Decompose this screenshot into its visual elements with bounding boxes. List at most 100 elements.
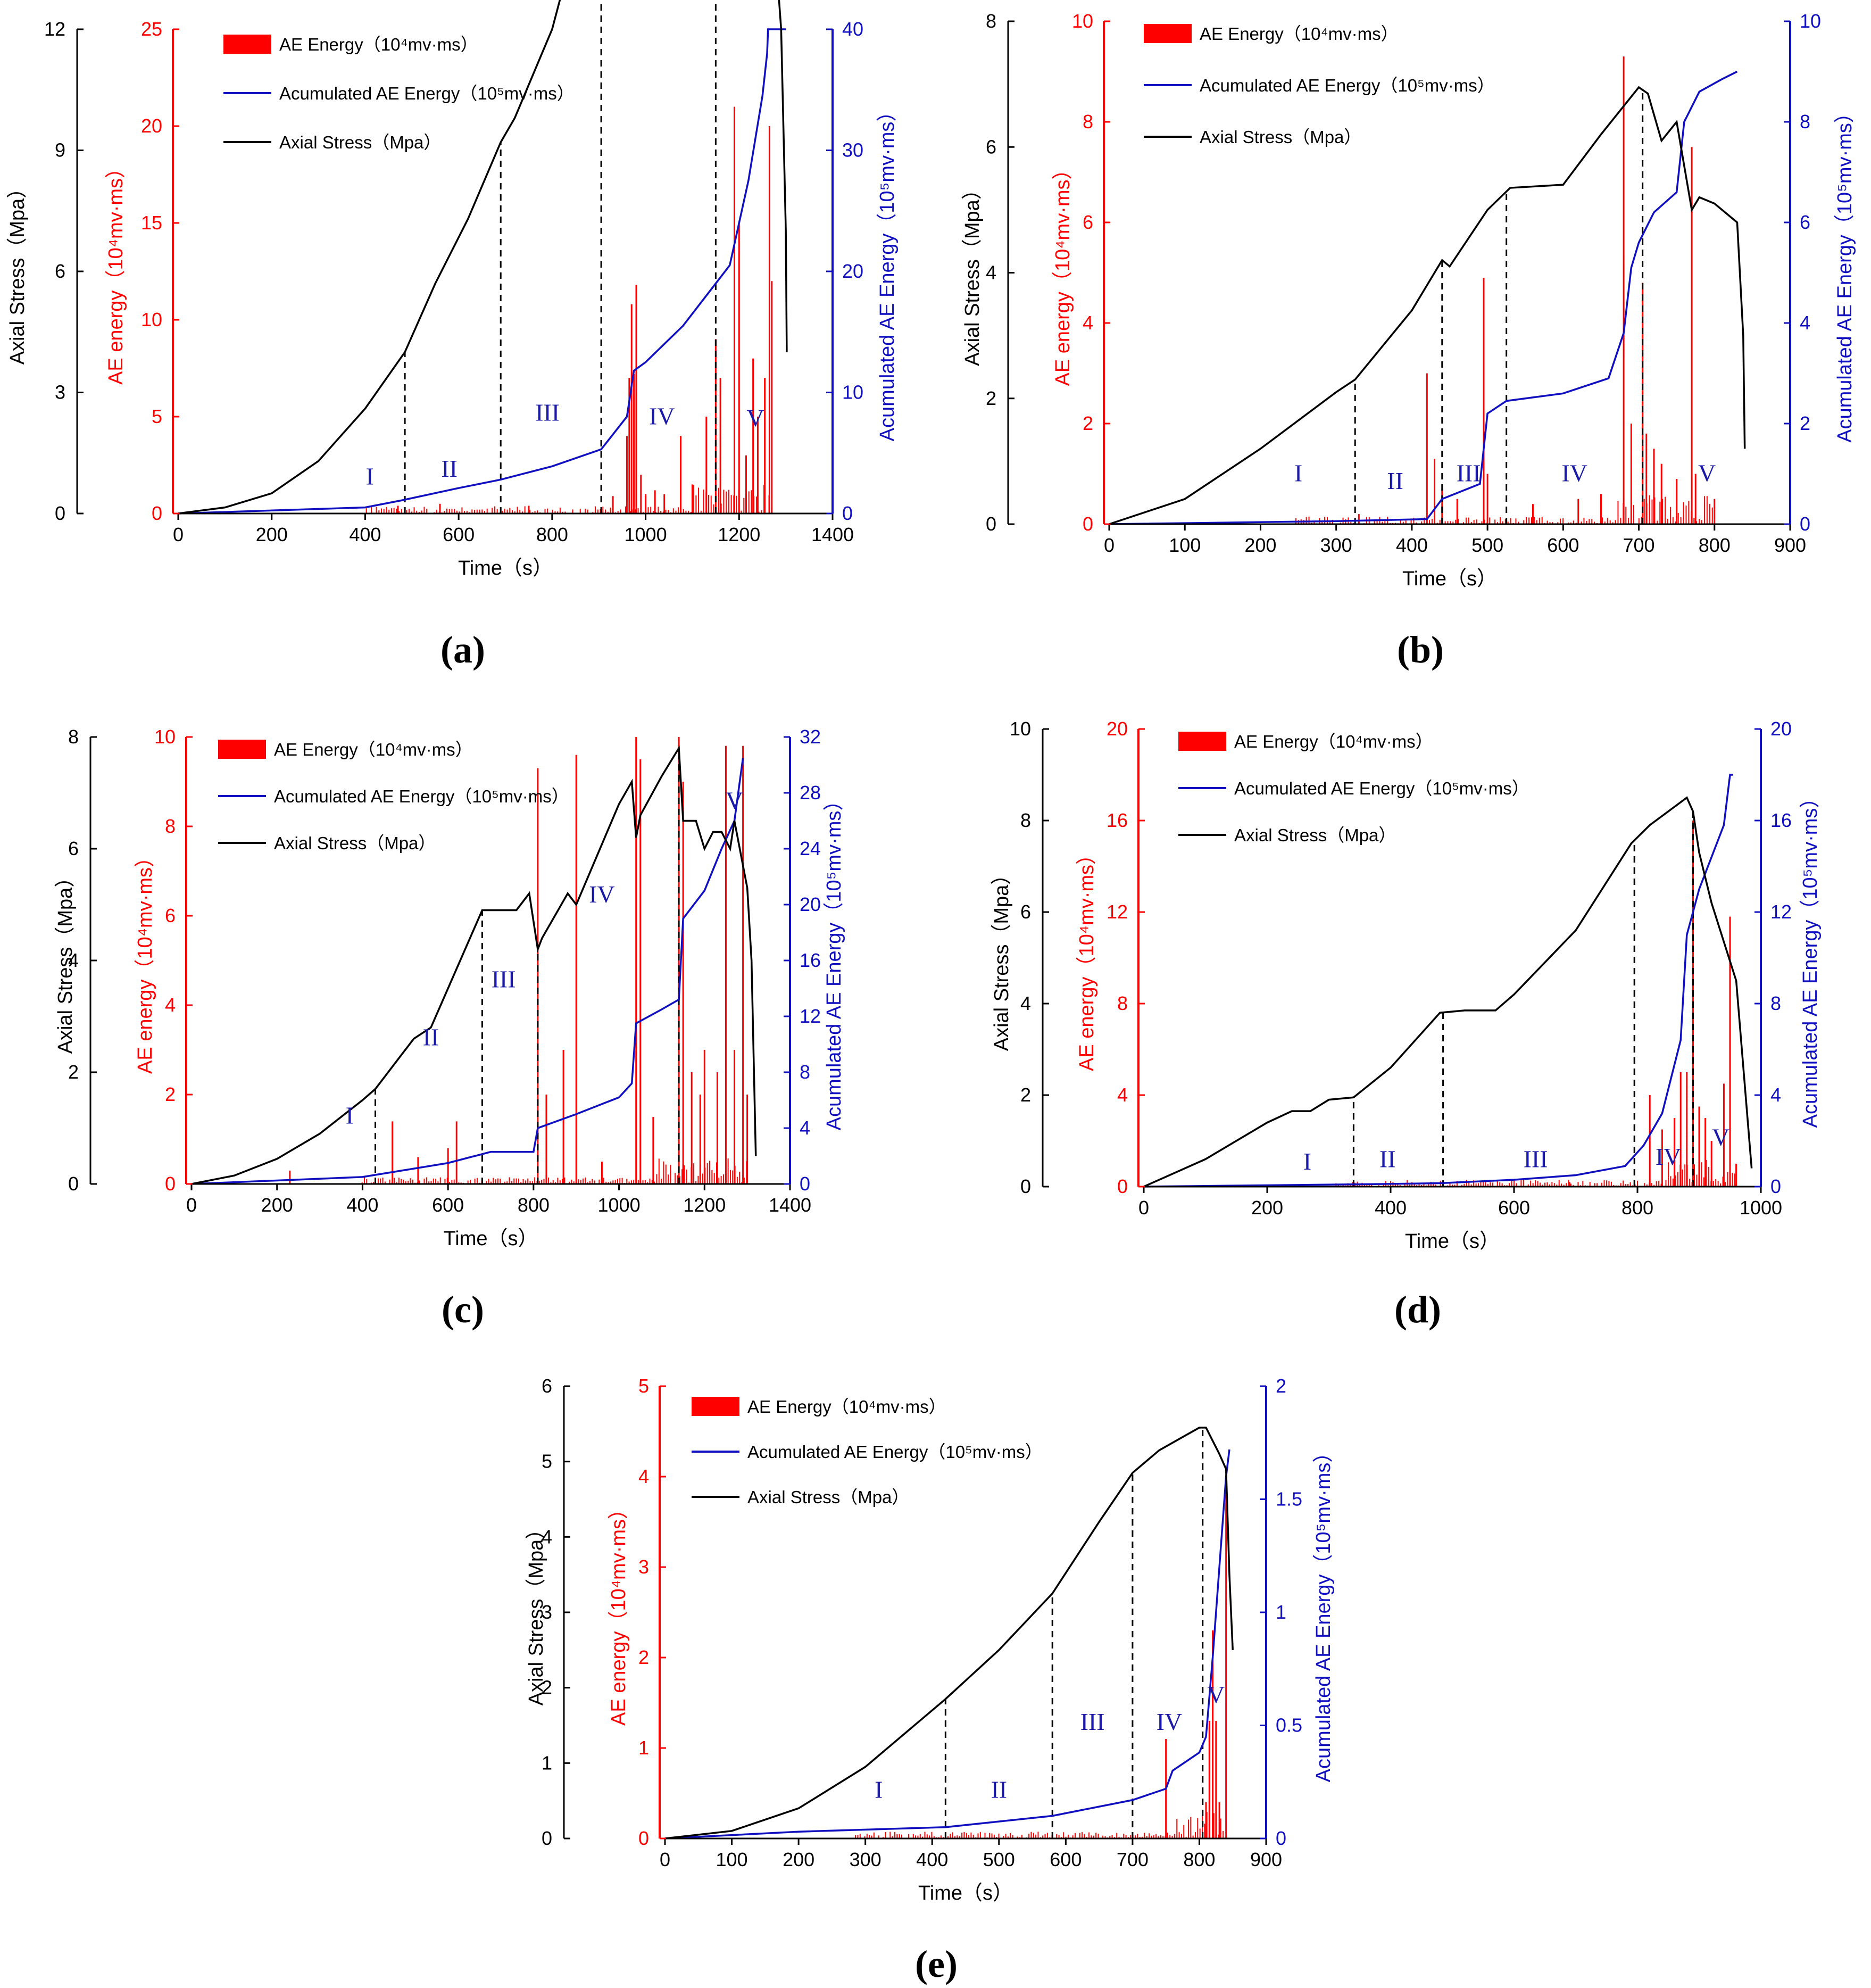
acc-tick-label: 0 — [1770, 1175, 1781, 1197]
acc-tick-label: 4 — [1800, 312, 1810, 334]
acc-axis-title: Acumulated AE Energy（10⁵mv·ms） — [823, 791, 845, 1131]
stage-label: I — [1303, 1148, 1311, 1175]
x-tick-label: 700 — [1623, 534, 1655, 556]
panel-caption: (e) — [915, 1943, 958, 1985]
x-tick-label: 800 — [1183, 1849, 1215, 1870]
stage-label: II — [991, 1776, 1007, 1803]
x-tick-label: 0 — [186, 1194, 197, 1216]
stage-label: II — [441, 455, 458, 482]
acc-axis-title: Acumulated AE Energy（10⁵mv·ms） — [1834, 103, 1856, 443]
x-tick-label: 800 — [536, 524, 568, 545]
ae-tick-label: 0 — [152, 502, 162, 524]
ae-energy-series — [1568, 821, 1737, 1187]
legend-label-ae: AE Energy（10⁴mv·ms） — [1200, 24, 1399, 44]
stage-label: V — [1207, 1681, 1225, 1708]
ae-energy-series — [1358, 56, 1716, 524]
stage-label: IV — [1561, 460, 1587, 487]
legend-label-acc: Acumulated AE Energy（10⁵mv·ms） — [1200, 76, 1495, 95]
stage-label: IV — [649, 403, 675, 430]
x-tick-label: 100 — [716, 1849, 748, 1870]
ae-tick-label: 10 — [141, 309, 162, 330]
x-axis-title: Time（s） — [443, 1228, 538, 1250]
stress-tick-label: 8 — [1020, 809, 1031, 831]
ae-tick-label: 2 — [1083, 412, 1093, 434]
panel-caption: (c) — [442, 1288, 484, 1331]
chart-panel-1: 0 200 400 600 800 1000 1200 1400036912051015202… — [6, 0, 899, 671]
stress-tick-label: 6 — [68, 838, 79, 859]
stress-tick-label: 6 — [986, 136, 996, 158]
x-tick-label: 900 — [1774, 534, 1806, 556]
ae-tick-label: 4 — [165, 994, 176, 1016]
stage-label: IV — [1157, 1708, 1183, 1735]
x-tick-label: 800 — [1621, 1197, 1653, 1219]
stress-tick-label: 1 — [542, 1752, 552, 1774]
ae-tick-label: 8 — [1083, 111, 1093, 132]
x-tick-label: 200 — [256, 524, 288, 545]
acc-tick-label: 2 — [1276, 1375, 1286, 1397]
legend-label-stress: Axial Stress（Mpa） — [747, 1487, 909, 1507]
stage-label: III — [1524, 1145, 1548, 1172]
legend-label-ae: AE Energy（10⁴mv·ms） — [1234, 732, 1433, 751]
acc-tick-label: 28 — [800, 782, 821, 804]
legend: AE Energy（10⁴mv·ms） Acumulated AE Energy（… — [1178, 732, 1529, 845]
x-tick-label: 1400 — [769, 1194, 811, 1216]
stage-label: IV — [589, 881, 615, 908]
acc-tick-label: 16 — [800, 949, 821, 971]
stage-label: III — [1080, 1708, 1105, 1735]
stress-axis-title: Axial Stress（Mpa） — [54, 867, 77, 1054]
acc-tick-label: 10 — [1800, 10, 1821, 32]
stress-tick-label: 10 — [1010, 718, 1031, 740]
ae-tick-label: 12 — [1107, 901, 1128, 923]
acc-tick-label: 16 — [1770, 809, 1792, 831]
legend-swatch-ae — [1144, 24, 1192, 43]
legend: AE Energy（10⁴mv·ms） Acumulated AE Energy（… — [223, 35, 575, 152]
x-axis-title: Time（s） — [1405, 1230, 1500, 1253]
axial-stress-line — [1109, 86, 1746, 525]
stage-label: III — [535, 399, 560, 426]
stage-label: V — [746, 404, 764, 432]
stress-tick-label: 4 — [986, 262, 996, 284]
accumulated-ae-energy-line — [1143, 774, 1733, 1188]
ae-tick-label: 5 — [638, 1375, 649, 1397]
axial-stress-line — [191, 745, 757, 1185]
x-tick-label: 400 — [349, 524, 381, 545]
legend-label-ae: AE Energy（10⁴mv·ms） — [274, 740, 473, 759]
ae-tick-label: 0 — [165, 1173, 176, 1195]
ae-tick-label: 2 — [638, 1646, 649, 1668]
ae-tick-label: 4 — [1083, 312, 1093, 334]
x-tick-label: 100 — [1169, 534, 1201, 556]
ae-tick-label: 2 — [165, 1083, 176, 1105]
stress-axis-title: Axial Stress（Mpa） — [6, 178, 29, 365]
ae-axis-title: AE energy（10⁴mv·ms） — [608, 1499, 630, 1726]
acc-axis-title: Acumulated AE Energy（10⁵mv·ms） — [1312, 1443, 1335, 1783]
stress-tick-label: 6 — [1020, 901, 1031, 923]
x-tick-label: 1000 — [598, 1194, 641, 1216]
accumulated-ae-energy-line — [664, 1449, 1230, 1840]
x-tick-label: 700 — [1117, 1849, 1149, 1870]
legend-label-acc: Acumulated AE Energy（10⁵mv·ms） — [1234, 778, 1529, 798]
stage-label: III — [1457, 460, 1481, 487]
panel-caption: (a) — [440, 628, 485, 671]
stress-tick-label: 0 — [542, 1827, 552, 1849]
legend-swatch-ae — [1178, 732, 1226, 751]
legend-swatch-ae — [218, 740, 266, 759]
x-axis-title: Time（s） — [918, 1882, 1013, 1904]
legend-label-stress: Axial Stress（Mpa） — [1200, 127, 1361, 147]
legend-label-acc: Acumulated AE Energy（10⁵mv·ms） — [747, 1442, 1043, 1462]
stress-tick-label: 5 — [542, 1451, 552, 1472]
stress-tick-label: 12 — [44, 18, 65, 40]
acc-tick-label: 0 — [1800, 513, 1810, 535]
acc-tick-label: 0 — [800, 1173, 810, 1195]
legend-label-acc: Acumulated AE Energy（10⁵mv·ms） — [279, 84, 575, 103]
x-tick-label: 300 — [1320, 534, 1352, 556]
stress-tick-label: 8 — [68, 726, 79, 748]
x-tick-label: 0 — [660, 1849, 670, 1870]
x-tick-label: 200 — [1244, 534, 1276, 556]
acc-tick-label: 20 — [1770, 718, 1792, 740]
stress-tick-label: 0 — [68, 1173, 79, 1195]
accumulated-ae-energy-line — [191, 758, 744, 1185]
stage-label: I — [1294, 460, 1302, 487]
x-tick-label: 1200 — [718, 524, 760, 545]
acc-tick-label: 0.5 — [1276, 1714, 1302, 1736]
stage-label: I — [875, 1776, 883, 1803]
